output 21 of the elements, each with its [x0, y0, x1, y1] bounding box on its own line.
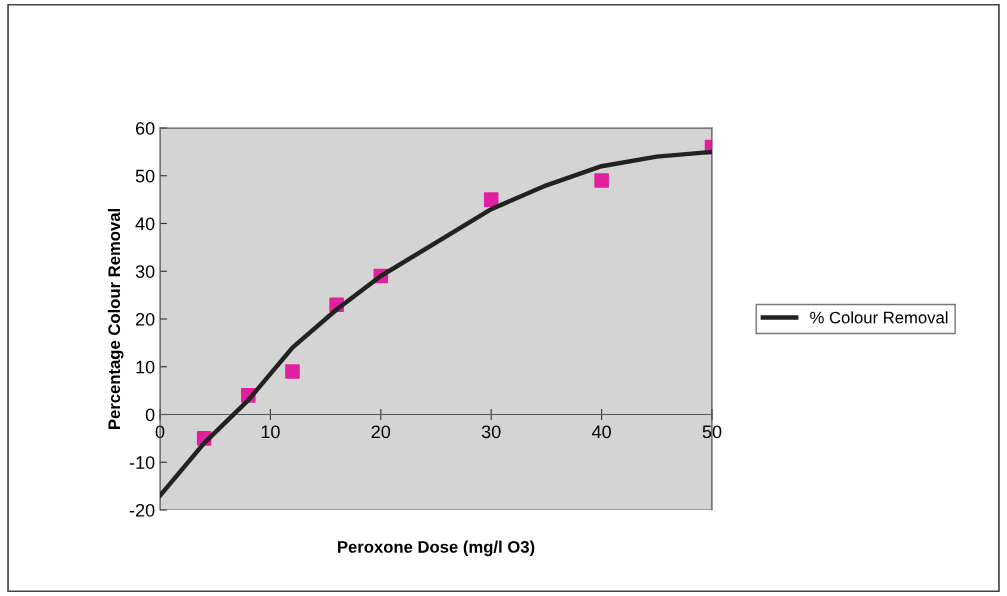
y-tick-label: 40: [135, 217, 155, 231]
x-tick-label: 0: [155, 425, 165, 439]
y-tick-label: 20: [135, 312, 155, 326]
point: [285, 364, 300, 379]
x-tick-label: 10: [261, 425, 280, 439]
x-tick-label: 50: [702, 425, 722, 439]
y-tick-label: 60: [135, 121, 155, 135]
y-tick-label: 0: [145, 408, 155, 422]
y-tick-label: -20: [129, 503, 155, 517]
x-axis-title: Peroxone Dose (mg/l O3): [338, 540, 535, 557]
y-tick-label: 10: [136, 360, 155, 374]
y-tick-label: 50: [135, 169, 155, 183]
legend-label: % Colour Removal: [810, 311, 948, 324]
x-tick-label: 30: [481, 425, 501, 439]
x-tick-label: 40: [591, 425, 611, 439]
x-tick-label: 20: [371, 425, 391, 439]
y-axis-title: Percentage Colour Removal: [107, 209, 124, 430]
point: [594, 173, 609, 188]
y-tick-label: -10: [129, 456, 155, 469]
y-tick-label: 30: [135, 265, 155, 278]
point: [483, 192, 499, 207]
